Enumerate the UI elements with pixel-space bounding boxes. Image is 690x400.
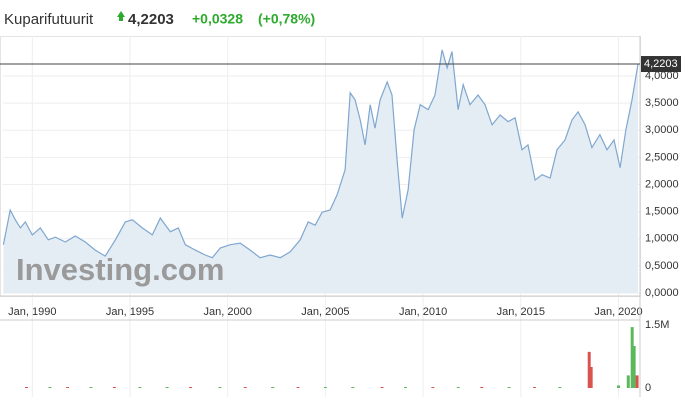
volume-bar	[558, 387, 562, 388]
y-tick-label: 1,5000	[645, 206, 679, 218]
volume-bar	[89, 387, 93, 388]
current-price-box	[641, 56, 681, 73]
volume-bar	[626, 375, 630, 388]
volume-bar	[323, 387, 327, 388]
chart-title: Kuparifutuurit	[4, 11, 94, 28]
volume-bar	[507, 387, 511, 388]
x-tick-label: Jan, 2000	[204, 306, 252, 318]
area-fill	[3, 49, 639, 294]
volume-bar	[632, 346, 636, 388]
volume-bar	[635, 375, 639, 388]
volume-bar	[271, 387, 275, 388]
volume-bar	[165, 387, 169, 388]
volume-bar	[630, 327, 634, 388]
y-tick-label: 0,5000	[645, 260, 679, 272]
change: +0,0328	[192, 11, 243, 27]
watermark: Investing.com	[16, 252, 224, 287]
volume-bar	[24, 387, 28, 388]
y-tick-label: 1,0000	[645, 233, 679, 245]
volume-bar	[380, 387, 384, 388]
volume-bar	[587, 351, 591, 388]
volume-bar	[351, 387, 355, 388]
volume-bar	[480, 387, 484, 388]
volume-bar	[138, 387, 142, 388]
y-tick-label: 3,0000	[645, 124, 679, 136]
volume-bar	[404, 387, 408, 388]
x-tick-label: Jan, 2005	[301, 306, 349, 318]
x-tick-label: Jan, 2010	[399, 306, 447, 318]
y-tick-label: 3,5000	[645, 97, 679, 109]
volume-bar	[532, 387, 536, 388]
price-line	[2, 49, 639, 259]
volume-tick-label: 0	[645, 382, 651, 394]
x-tick-label: Jan, 1995	[106, 306, 154, 318]
y-tick-label: 2,5000	[645, 151, 679, 163]
volume-bar	[189, 387, 193, 388]
price: 4,2203	[128, 11, 174, 28]
up-arrow	[117, 11, 125, 21]
x-tick-label: Jan, 2020	[594, 306, 642, 318]
change-percent: (+0,78%)	[258, 11, 315, 27]
current-price-label: 4,2203	[644, 58, 678, 70]
volume-bar	[112, 387, 116, 388]
volume-bar	[65, 387, 69, 388]
volume-bar	[48, 387, 52, 388]
y-tick-label: 2,0000	[645, 178, 679, 190]
volume-tick-label: 1.5M	[645, 319, 669, 331]
x-tick-label: Jan, 2015	[497, 306, 545, 318]
volume-bar	[243, 387, 247, 388]
volume-bar	[456, 387, 460, 388]
volume-bar	[431, 387, 435, 388]
volume-bar	[218, 387, 222, 388]
x-tick-label: Jan, 1990	[8, 306, 56, 318]
volume-bar	[589, 367, 593, 388]
volume-bar	[617, 385, 621, 388]
volume-bar	[296, 387, 300, 388]
y-tick-label: 4,0000	[645, 70, 679, 82]
y-tick-label: 0,0000	[645, 287, 679, 299]
